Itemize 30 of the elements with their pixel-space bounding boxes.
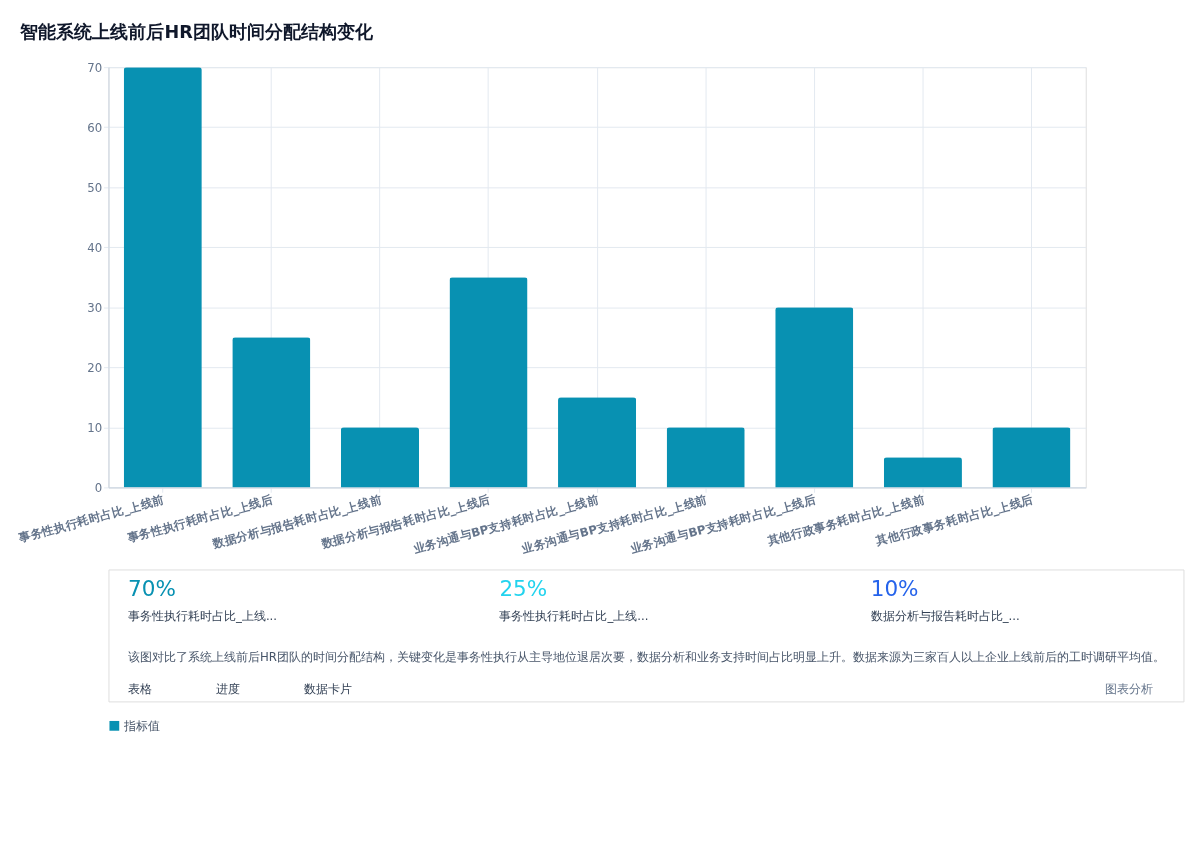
y-tick-label: 10: [87, 420, 103, 435]
bar: [558, 397, 637, 488]
chart-title: 智能系统上线前后HR团队时间分配结构变化: [19, 21, 374, 42]
bar: [340, 427, 420, 488]
text: 进度: [215, 681, 240, 696]
bar: [232, 337, 311, 488]
bar: [992, 427, 1071, 488]
text: 数据分析与报告耗时占比_...: [870, 609, 1020, 624]
text: 事务性执行耗时占比_上线...: [499, 609, 649, 624]
legend-label: 指标值: [123, 718, 161, 733]
text: 事务性执行耗时占比_上线...: [128, 609, 278, 624]
bar: [883, 457, 962, 488]
y-tick-label: 30: [87, 300, 103, 315]
y-tick-label: 0: [94, 480, 103, 495]
bar: [449, 277, 528, 488]
text: 10%: [870, 575, 919, 601]
text: 表格: [128, 681, 153, 696]
bar: [666, 427, 745, 488]
y-tick-label: 70: [87, 60, 103, 75]
text: 70%: [128, 575, 176, 601]
text: 数据卡片: [303, 681, 352, 696]
y-tick-label: 60: [87, 120, 103, 135]
y-tick-label: 50: [87, 180, 103, 195]
text: 该图对比了系统上线前后HR团队的时间分配结构，关键变化是事务性执行从主导地位退居次要，数据分析和业务支持时间占比明显上升。数据来源为三家百人以上企业上线前后的工时调研平均值。: [128, 650, 1165, 665]
y-tick-label: 20: [87, 360, 103, 375]
bar: [123, 67, 202, 488]
bar: [775, 307, 854, 488]
y-tick-label: 40: [87, 240, 103, 255]
text: 25%: [499, 575, 548, 601]
text: 图表分析: [1105, 681, 1154, 696]
